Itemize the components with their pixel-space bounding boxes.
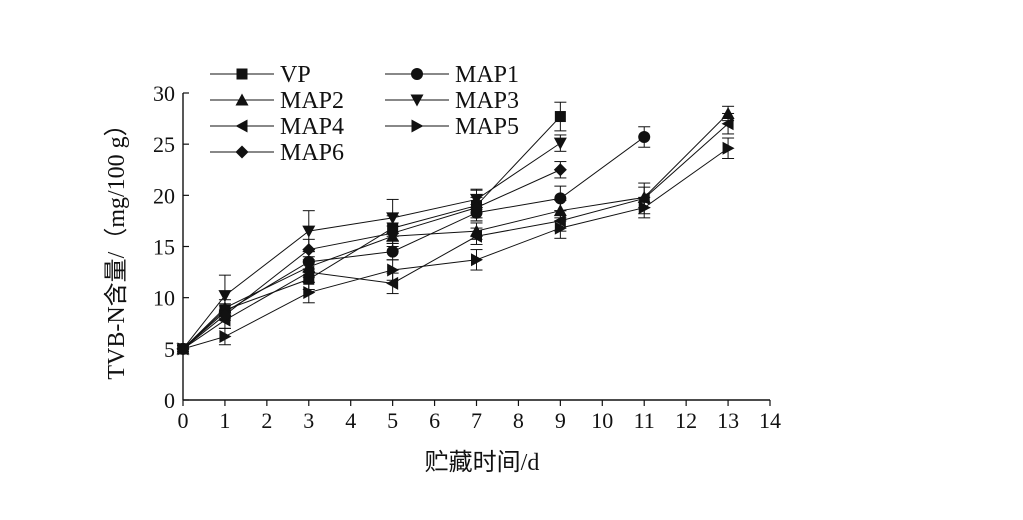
data-point-map3 [218, 290, 232, 303]
data-point-map6 [218, 308, 232, 322]
data-point-map5 [722, 141, 735, 155]
series-vp [177, 101, 567, 355]
y-tick-label: 20 [153, 183, 175, 208]
data-point-map5 [303, 286, 316, 300]
series-line-map1 [182, 136, 645, 350]
y-tick-label: 10 [153, 286, 175, 311]
legend-label-map3: MAP3 [455, 88, 519, 114]
x-tick-label: 11 [634, 408, 655, 433]
x-tick-label: 1 [219, 408, 230, 433]
x-tick-label: 5 [387, 408, 398, 433]
x-tick-label: 3 [303, 408, 314, 433]
x-tick-label: 7 [471, 408, 482, 433]
x-tick-label: 0 [178, 408, 189, 433]
series-map1 [177, 126, 651, 355]
data-point-map5 [638, 201, 651, 215]
legend-item-map2: MAP2 [210, 88, 344, 114]
data-point-map6 [176, 342, 190, 356]
data-point-map6 [386, 226, 400, 240]
legend-item-map1: MAP1 [385, 62, 519, 88]
series-line-map6 [182, 169, 561, 350]
data-point-map6 [553, 163, 567, 177]
x-tick-label: 10 [591, 408, 613, 433]
series-map4 [176, 112, 735, 356]
series-map3 [176, 134, 567, 356]
x-tick-label: 2 [261, 408, 272, 433]
y-axis-label: TVB-N含量/（mg/100 g） [103, 112, 130, 379]
legend-marker-map4 [235, 119, 248, 133]
x-tick-label: 4 [345, 408, 356, 433]
x-axis-label: 贮藏时间/d [425, 449, 540, 476]
legend-item-map6: MAP6 [210, 140, 344, 166]
y-tick-label: 0 [164, 388, 175, 413]
y-tick-label: 5 [164, 337, 175, 362]
data-point-map4 [470, 229, 482, 243]
series-map2 [176, 105, 735, 355]
x-tick-label: 12 [675, 408, 697, 433]
x-tick-label: 13 [717, 408, 739, 433]
x-ticks: 0 1 2 3 4 5 6 7 8 9 10 11 12 13 14 [178, 400, 781, 433]
legend-label-vp: VP [280, 62, 311, 88]
legend-marker-map2 [235, 93, 249, 106]
legend-label-map4: MAP4 [280, 114, 344, 140]
y-tick-label: 25 [153, 132, 175, 157]
data-point-map1 [554, 192, 567, 205]
series-line-map5 [182, 147, 729, 350]
x-tick-label: 9 [555, 408, 566, 433]
data-point-map3 [302, 225, 316, 238]
legend-item-map5: MAP5 [385, 114, 519, 140]
legend: VP MAP1 MAP2 MAP3 MAP4 MAP5 MAP6 [210, 62, 519, 166]
legend-label-map5: MAP5 [455, 114, 519, 140]
data-point-map5 [471, 253, 483, 267]
data-point-map3 [553, 137, 567, 150]
series-map6 [176, 161, 567, 356]
data-point-map5 [554, 221, 567, 235]
series-line-map2 [182, 113, 729, 350]
series-layer [176, 101, 735, 356]
data-point-map5 [219, 330, 232, 344]
x-tick-label: 14 [759, 408, 781, 433]
legend-marker-vp [236, 68, 248, 80]
legend-item-map3: MAP3 [385, 88, 519, 114]
series-line-map4 [182, 123, 729, 350]
y-ticks: 0 5 10 15 20 25 30 [153, 81, 189, 413]
legend-marker-map3 [410, 94, 424, 107]
data-point-map6 [470, 201, 483, 215]
legend-marker-map1 [411, 68, 423, 80]
data-point-map5 [387, 263, 400, 277]
data-point-map4 [721, 117, 734, 131]
legend-marker-map6 [235, 145, 249, 159]
data-point-map4 [302, 265, 315, 279]
x-tick-label: 6 [429, 408, 440, 433]
legend-item-map4: MAP4 [210, 114, 344, 140]
series-map5 [177, 137, 735, 356]
series-line-map3 [182, 142, 561, 350]
series-line-vp [182, 116, 561, 350]
legend-label-map6: MAP6 [280, 140, 344, 166]
data-point-map1 [638, 131, 651, 144]
legend-marker-map5 [411, 119, 424, 133]
data-point-map3 [386, 212, 400, 225]
legend-label-map2: MAP2 [280, 88, 344, 114]
legend-label-map1: MAP1 [455, 62, 519, 88]
x-tick-label: 8 [513, 408, 524, 433]
y-tick-label: 15 [153, 235, 175, 260]
legend-item-vp: VP [210, 62, 311, 88]
data-point-map6 [302, 243, 316, 257]
data-point-vp [554, 111, 566, 123]
data-point-map1 [386, 245, 399, 258]
y-tick-label: 30 [153, 81, 175, 106]
